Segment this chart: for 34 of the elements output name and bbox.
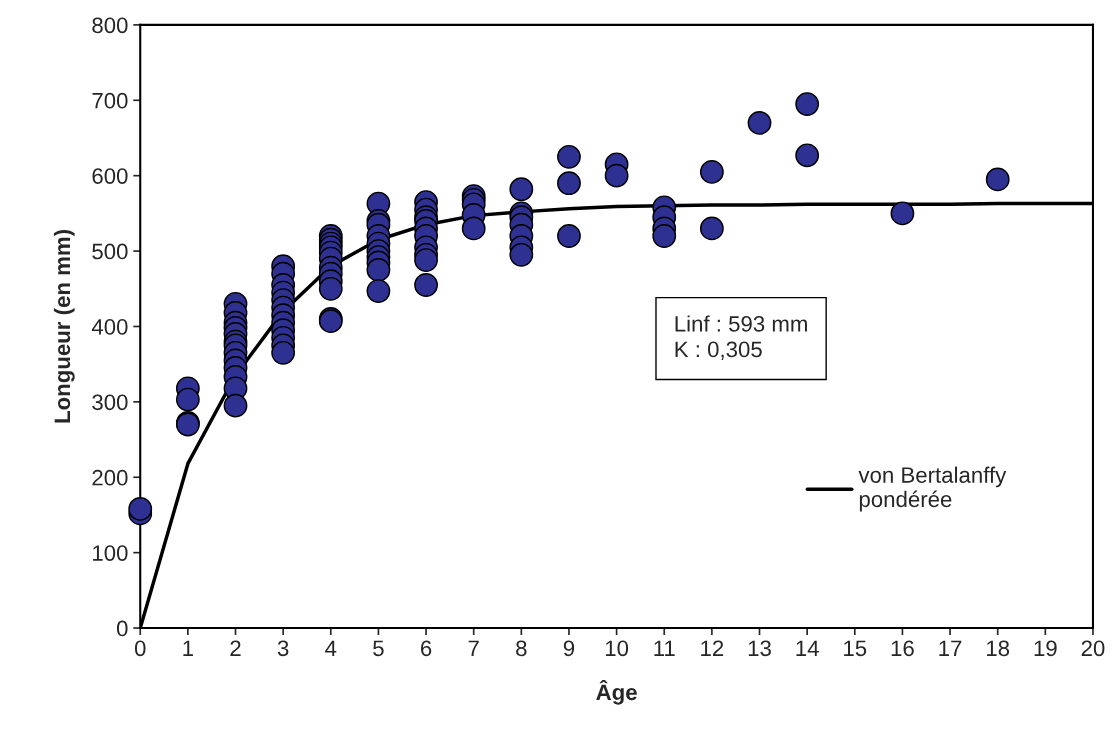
y-axis-title: Longueur (en mm) <box>53 230 75 423</box>
y-tick-label: 200 <box>92 469 128 486</box>
x-tick-label: 7 <box>468 640 479 656</box>
y-tick-label: 300 <box>92 394 128 411</box>
x-tick-label: 10 <box>605 640 629 657</box>
x-tick-label: 8 <box>516 640 527 657</box>
y-tick-label: 100 <box>93 545 128 561</box>
x-tick-label: 12 <box>701 640 724 656</box>
x-tick-label: 20 <box>1081 640 1105 657</box>
y-tick-label: 600 <box>92 168 128 184</box>
x-tick-label: 11 <box>654 640 675 656</box>
x-tick-label: 16 <box>891 640 914 657</box>
x-tick-label: 13 <box>748 640 771 657</box>
x-tick-label: 14 <box>796 640 819 656</box>
x-tick-label: 6 <box>421 640 432 657</box>
x-axis-title: Âge <box>596 680 637 705</box>
y-tick-label: 0 <box>116 620 128 637</box>
x-tick-label: 0 <box>134 640 146 657</box>
y-tick-label: 800 <box>92 17 128 34</box>
annotation: Linf : 593 mm K : 0,305 <box>675 315 807 360</box>
x-tick-label: 4 <box>325 640 337 656</box>
y-tick-label: 500 <box>92 243 128 260</box>
y-tick-label: 400 <box>91 319 128 335</box>
x-tick-label: 1 <box>183 640 193 656</box>
legend-label: von Bertalanffy pondérée <box>858 466 1007 512</box>
y-tick-label: 700 <box>92 92 128 109</box>
x-tick-label: 18 <box>987 640 1010 657</box>
x-tick-label: 2 <box>230 640 241 656</box>
x-tick-label: 15 <box>844 640 867 657</box>
x-tick-label: 3 <box>277 640 289 657</box>
x-tick-label: 17 <box>939 640 962 656</box>
x-tick-label: 5 <box>373 640 384 657</box>
x-tick-label: 9 <box>563 640 575 657</box>
x-tick-label: 19 <box>1034 640 1057 657</box>
